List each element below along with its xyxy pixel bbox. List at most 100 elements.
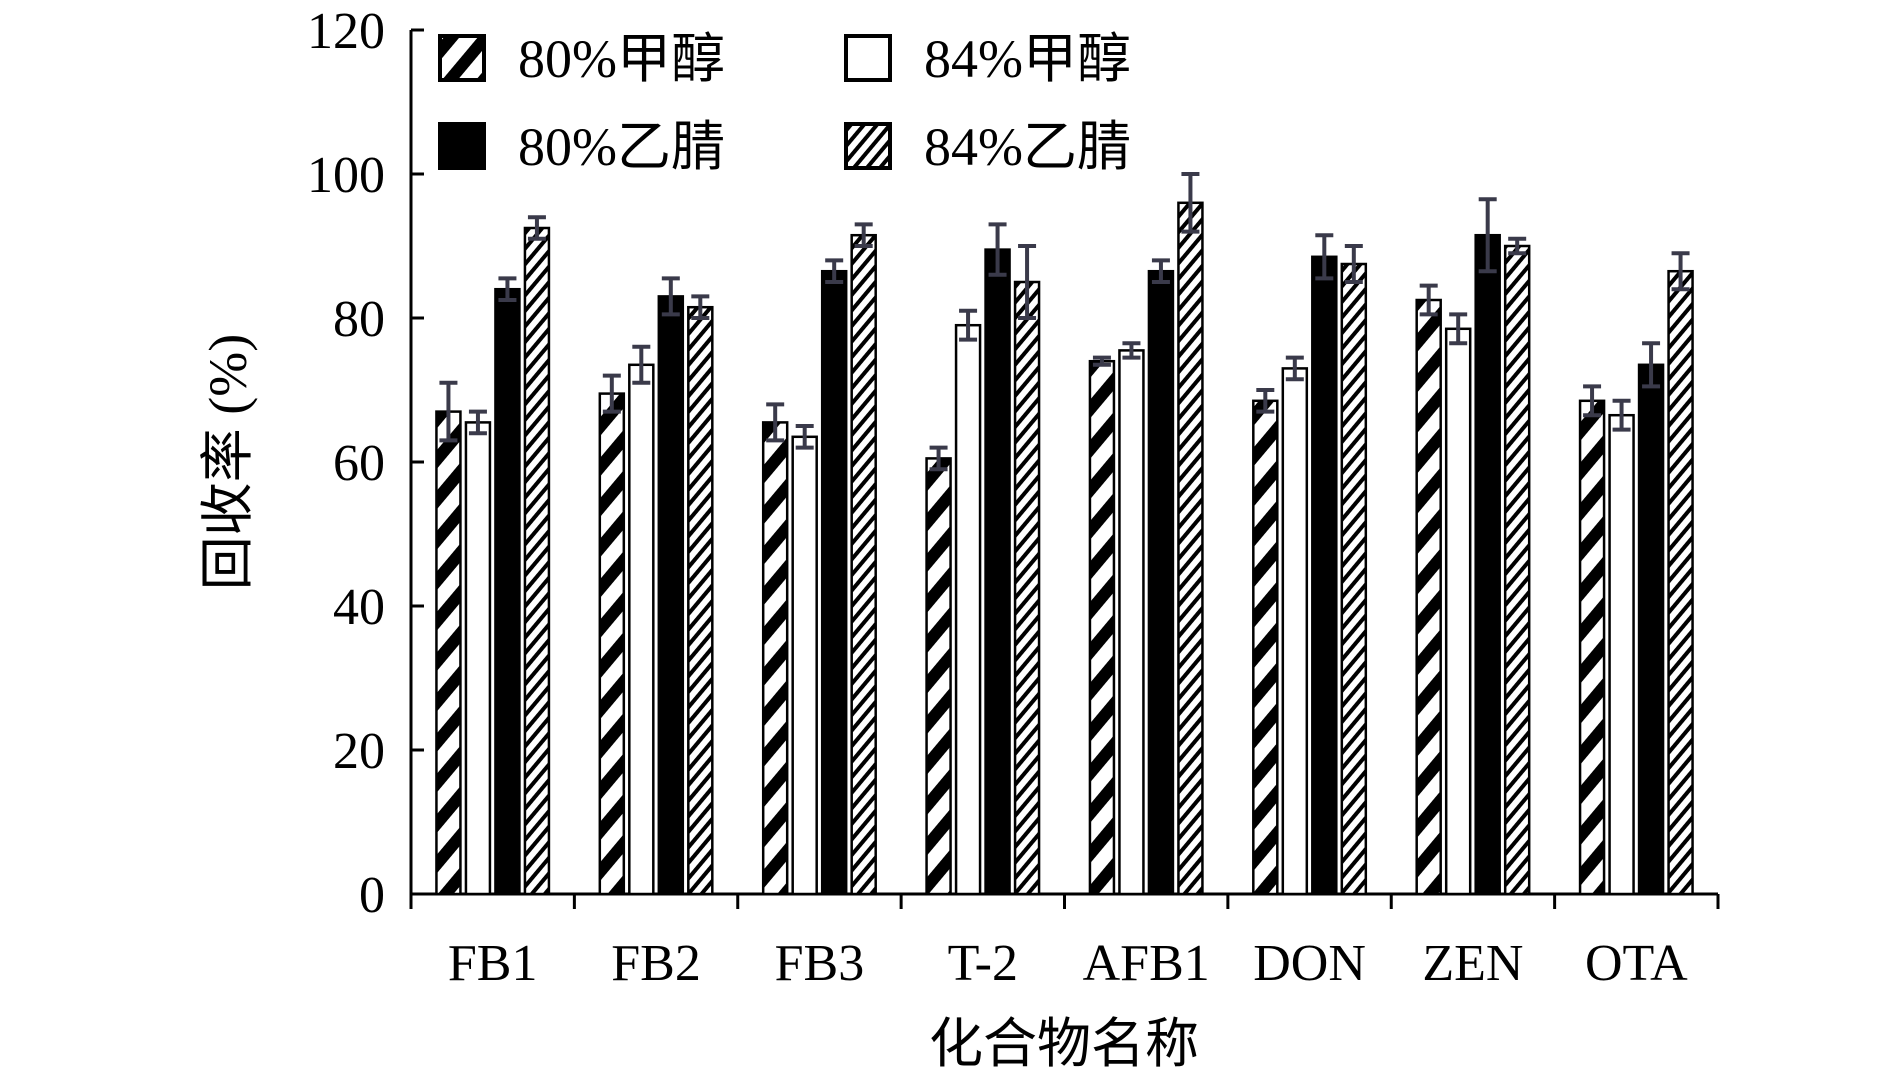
x-axis-title: 化合物名称 [929, 1014, 1199, 1074]
bar [984, 248, 1011, 896]
error-bar [602, 373, 621, 414]
error-bar [1583, 384, 1602, 418]
error-bar-group [439, 172, 1690, 472]
bar [523, 226, 551, 896]
error-bar [1642, 341, 1661, 389]
error-bar [766, 402, 785, 443]
error-bar [1419, 283, 1438, 317]
bar [954, 323, 982, 896]
bar [494, 287, 521, 896]
y-tick-label: 80 [333, 291, 385, 348]
legend-swatch [438, 122, 486, 170]
error-bar [498, 276, 517, 302]
error-bar [1151, 258, 1170, 284]
error-bar [1181, 172, 1200, 234]
bar [1340, 262, 1368, 896]
bar [1311, 255, 1338, 896]
x-category-label: OTA [1585, 935, 1688, 992]
bar [1013, 280, 1041, 896]
bar [1177, 201, 1204, 896]
legend-item: 84%甲醇 [844, 29, 1131, 89]
y-tick-label: 40 [333, 579, 385, 636]
legend-swatch [438, 34, 486, 82]
error-bar [1478, 197, 1497, 274]
error-bar [1256, 388, 1275, 414]
bar [1118, 349, 1145, 896]
error-bar [1449, 312, 1468, 346]
error-bar [929, 445, 948, 472]
error-bar [661, 276, 680, 317]
bar [761, 421, 789, 896]
error-bar [1315, 233, 1334, 281]
y-tick-label: 20 [333, 723, 385, 780]
error-bar [1671, 251, 1690, 292]
bar [1474, 233, 1501, 896]
bar [657, 295, 685, 896]
error-bar [1344, 244, 1363, 284]
x-category-label: T-2 [948, 935, 1018, 992]
y-tick-label: 100 [307, 147, 385, 204]
bar [1147, 269, 1175, 896]
x-category-label: ZEN [1422, 935, 1523, 992]
bar [435, 410, 462, 896]
legend-swatch [844, 34, 892, 82]
bar [1088, 359, 1116, 896]
bar [598, 392, 626, 896]
error-bar [854, 222, 873, 248]
y-tick-label: 120 [307, 3, 385, 60]
x-category-label: DON [1253, 935, 1366, 992]
legend-item: 80%乙腈 [438, 117, 725, 177]
legend-label: 80%乙腈 [518, 117, 725, 177]
y-ticks: 0 20 40 60 80 100 120 [307, 3, 424, 924]
x-category-label: FB3 [775, 935, 865, 992]
error-bar [691, 294, 710, 320]
bar-series-group [435, 201, 1694, 896]
error-bar [1018, 244, 1037, 320]
bar [1503, 244, 1531, 896]
error-bar [1612, 398, 1631, 432]
bar [820, 269, 848, 896]
error-bar [527, 215, 546, 241]
error-bar [795, 424, 814, 450]
bar [464, 421, 492, 896]
x-ticks [409, 894, 1720, 909]
bar [1637, 363, 1665, 896]
bar [1578, 399, 1606, 896]
bar [1252, 399, 1279, 896]
bar [1608, 413, 1635, 896]
x-category-labels: FB1 FB2 FB3 T-2 AFB1 DON ZEN OTA [448, 935, 1688, 992]
y-axis-title: 回收率 (%) [198, 334, 258, 590]
bar [1415, 298, 1442, 896]
bar [1281, 367, 1309, 896]
bar [850, 233, 877, 896]
bar [925, 457, 952, 896]
legend-item: 84%乙腈 [844, 117, 1131, 177]
legend-label: 84%乙腈 [924, 117, 1131, 177]
error-bar [1508, 236, 1527, 256]
error-bar [468, 409, 487, 436]
y-tick-label: 60 [333, 435, 385, 492]
error-bar [1092, 355, 1111, 367]
error-bar [825, 258, 844, 284]
error-bar [988, 222, 1007, 277]
bar [687, 305, 714, 896]
bar [791, 435, 818, 896]
error-bar [959, 308, 978, 342]
error-bar [439, 380, 458, 443]
x-category-label: FB1 [448, 935, 538, 992]
y-tick-label: 0 [359, 867, 385, 924]
legend-swatch [844, 122, 892, 170]
bar [628, 363, 655, 896]
legend-label: 84%甲醇 [924, 29, 1131, 89]
error-bar [632, 344, 651, 385]
legend-label: 80%甲醇 [518, 29, 725, 89]
x-category-label: FB2 [611, 935, 701, 992]
legend: 80%甲醇 84%甲醇 80%乙腈 84%乙腈 [438, 29, 1131, 177]
x-category-label: AFB1 [1083, 935, 1210, 992]
error-bar [1122, 341, 1141, 360]
bar [1667, 269, 1694, 896]
bar [1444, 327, 1472, 896]
error-bar [1285, 355, 1304, 382]
